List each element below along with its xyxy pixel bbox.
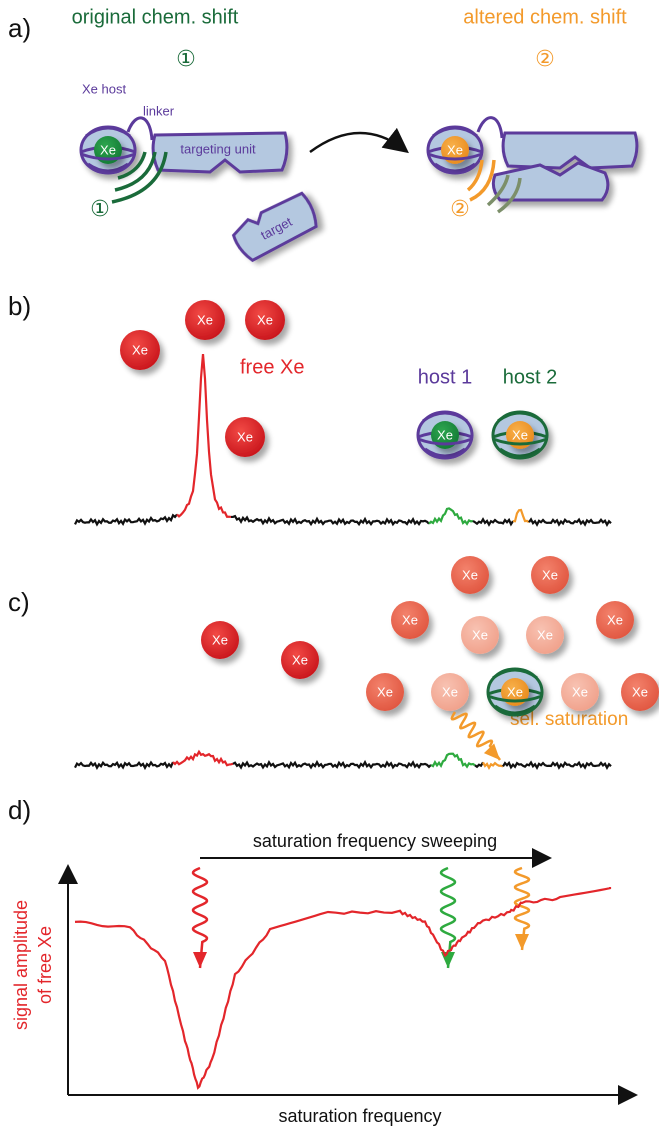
spectrum <box>529 519 611 524</box>
spectrum <box>177 354 231 517</box>
right-marker: ② <box>535 46 555 71</box>
targeting-unit <box>503 133 637 168</box>
xe-label: Xe <box>402 612 418 627</box>
host-label: Xe host <box>82 81 126 96</box>
spectrum <box>75 514 177 524</box>
spectrum <box>431 754 475 767</box>
xe-host: Xe <box>81 127 135 173</box>
free-xe-label: free Xe <box>240 356 304 378</box>
xe-label: Xe <box>132 342 148 357</box>
panel-label: a) <box>8 13 31 43</box>
arrow-head <box>484 744 500 760</box>
arrow-head <box>441 952 455 968</box>
x-axis-label: saturation frequency <box>278 1106 441 1126</box>
spectrum <box>429 508 473 523</box>
xe-label: Xe <box>377 684 393 699</box>
spectrum <box>473 519 513 524</box>
spectrum <box>173 752 233 765</box>
left-title: original chem. shift <box>72 6 239 28</box>
host-2-label: host 2 <box>503 366 557 388</box>
spectrum <box>475 762 483 766</box>
right-title: altered chem. shift <box>463 6 627 28</box>
xe-label: Xe <box>257 312 273 327</box>
xe-label: Xe <box>197 312 213 327</box>
xe-label: Xe <box>512 427 528 442</box>
xe-host: Xe <box>428 127 482 173</box>
panel-label: c) <box>8 587 30 617</box>
panel-label: d) <box>8 795 31 825</box>
xe-label: Xe <box>632 684 648 699</box>
arrow-head <box>193 952 207 968</box>
saturation-curve <box>75 887 610 1088</box>
spectrum <box>503 762 611 767</box>
xe-label: Xe <box>100 142 116 157</box>
xe-label: Xe <box>607 612 623 627</box>
spectrum <box>75 762 173 768</box>
xe-label: Xe <box>442 684 458 699</box>
xe-label: Xe <box>437 427 453 442</box>
y-axis-label: of free Xe <box>35 926 55 1004</box>
xe-label: Xe <box>537 627 553 642</box>
target-group: target <box>230 191 321 263</box>
arrow-head <box>515 934 529 950</box>
xe-label: Xe <box>572 684 588 699</box>
host-1-label: host 1 <box>418 366 472 388</box>
xe-label: Xe <box>472 627 488 642</box>
left-marker: ① <box>176 46 196 71</box>
linker-label: linker <box>143 103 175 118</box>
spectrum <box>231 516 429 524</box>
xe-label: Xe <box>507 684 523 699</box>
xe-label: Xe <box>292 652 308 667</box>
xe-label: Xe <box>237 429 253 444</box>
left-signal-marker: ① <box>90 196 110 221</box>
xe-label: Xe <box>462 567 478 582</box>
spectrum <box>483 762 503 767</box>
xe-label: Xe <box>542 567 558 582</box>
spectrum <box>513 510 529 522</box>
xe-label: Xe <box>447 142 463 157</box>
targeting-unit-label: targeting unit <box>180 141 256 156</box>
spectrum <box>233 762 431 767</box>
right-signal-marker: ② <box>450 196 470 221</box>
xe-label: Xe <box>212 632 228 647</box>
panel-label: b) <box>8 291 31 321</box>
sweep-label: saturation frequency sweeping <box>253 831 497 851</box>
y-axis-label: signal amplitude <box>11 900 31 1030</box>
linker <box>478 118 502 138</box>
arrow <box>310 133 405 152</box>
figure: a) original chem. shift ① altered chem. … <box>0 0 659 1128</box>
